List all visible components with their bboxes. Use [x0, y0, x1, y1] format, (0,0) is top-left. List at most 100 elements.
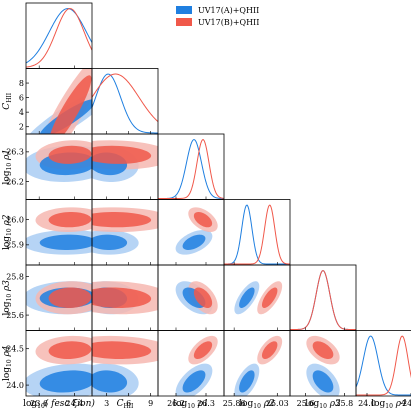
- contour-68-B: [193, 212, 213, 228]
- contour-3-0: [26, 207, 92, 255]
- marginal-3: [224, 204, 290, 265]
- marginal-curve-1-B: [92, 73, 158, 122]
- marginal-curve-5-B: [356, 335, 411, 396]
- y-tick-label: 8: [19, 79, 24, 88]
- marginal-2: [158, 139, 224, 199]
- marginal-0: [26, 8, 92, 68]
- marginal-curve-3-B: [224, 204, 290, 265]
- marginal-curve-2-B: [158, 139, 224, 199]
- contour-4-2: [175, 281, 218, 315]
- contour-68-A: [239, 287, 255, 308]
- y-tick-label: 4: [19, 108, 24, 117]
- y-tick-label: 25.8: [6, 272, 24, 281]
- x-tick-label: 6: [126, 399, 131, 408]
- contour-68-B: [48, 212, 92, 228]
- contour-68-B: [92, 212, 152, 228]
- contour-4-3: [234, 281, 283, 315]
- marginal-curve-4-B: [290, 269, 356, 330]
- x-axis-label-5: log10 ρ4: [371, 399, 407, 410]
- y-tick-label: 2: [19, 123, 24, 132]
- contour-68-B: [92, 145, 152, 164]
- x-tick-label: 25.6: [297, 399, 315, 408]
- contour-68-A: [312, 370, 334, 393]
- contour-68-B: [48, 287, 92, 308]
- x-tick-label: 25.8: [335, 399, 353, 408]
- contour-68-B: [261, 287, 278, 308]
- x-tick-label: 24.0: [358, 399, 376, 408]
- contour-68-B: [48, 341, 92, 359]
- y-tick-label: 24.0: [6, 381, 24, 390]
- contour-68-A: [239, 370, 255, 393]
- contour-5-4: [306, 335, 340, 396]
- contour-68-A: [39, 370, 92, 393]
- contour-68-B: [193, 287, 213, 308]
- x-tick-label: 26.3: [197, 399, 215, 408]
- contour-5-0: [26, 335, 92, 396]
- y-tick-label: 26.2: [6, 177, 24, 186]
- marginal-curve-0-A: [26, 8, 92, 64]
- legend-label-0: UV17(A)+QHII: [198, 6, 259, 15]
- x-tick-label: 25.86: [223, 399, 246, 408]
- x-tick-label: 26.03: [266, 399, 289, 408]
- x-axis-label-4: log10 ρ3: [305, 399, 341, 410]
- x-axis-label-2: log10 ρ1: [173, 399, 209, 410]
- y-axis-label-4: log10 ρ3: [2, 280, 13, 316]
- contour-1-0: [29, 68, 92, 134]
- x-tick-label: 9: [148, 399, 153, 408]
- x-tick-label: 24.4: [65, 399, 83, 408]
- contour-5-3: [234, 335, 283, 396]
- contour-4-1: [92, 281, 158, 315]
- marginal-5: [356, 335, 411, 396]
- contour-68-A: [182, 370, 206, 393]
- legend-swatch-1: [176, 18, 192, 26]
- marginal-curve-5-A: [356, 335, 411, 396]
- y-tick-label: 6: [19, 93, 24, 102]
- contour-68-B: [312, 341, 334, 359]
- y-tick-label: 24.5: [6, 344, 24, 353]
- marginal-curve-0-B: [26, 8, 92, 68]
- y-axis-label-1: CHII: [2, 92, 13, 109]
- marginal-curve-4-A: [290, 269, 356, 330]
- x-axis-label-1: CHII: [117, 399, 134, 410]
- contour-68-B: [193, 341, 213, 359]
- contour-2-1: [92, 140, 158, 182]
- y-axis-label-2: log10 ρ1: [2, 149, 13, 185]
- contour-3-2: [175, 207, 218, 255]
- panel-frame-4-4: [289, 264, 357, 331]
- contour-68-B: [92, 341, 152, 359]
- contour-2-0: [26, 140, 92, 183]
- marginal-curve-1-A: [92, 73, 158, 134]
- panel-frame-5-5: [355, 330, 411, 397]
- contour-5-1: [92, 335, 158, 396]
- contour-5-2: [175, 335, 218, 396]
- legend-swatch-0: [176, 6, 192, 14]
- x-axis-label-3: log10 ρ2: [239, 399, 275, 410]
- marginal-1: [92, 73, 158, 134]
- marginal-4: [290, 269, 356, 330]
- contour-68-A: [182, 234, 206, 250]
- contour-68-B: [48, 145, 92, 164]
- y-axis-label-3: log10 ρ2: [2, 214, 13, 250]
- x-tick-label: 3: [104, 399, 109, 408]
- contour-68-A: [92, 234, 128, 250]
- contour-3-1: [92, 207, 158, 255]
- y-tick-label: 25.9: [6, 241, 24, 250]
- panel-frame-4-3: [223, 264, 291, 331]
- x-axis-label-0: log10( fesc ξion): [23, 398, 95, 410]
- marginal-curve-3-A: [224, 204, 290, 265]
- panel-frame-0-0: [25, 2, 93, 69]
- x-tick-label: 26.2: [167, 399, 185, 408]
- contour-4-0: [26, 281, 92, 315]
- y-tick-label: 26.0: [6, 215, 24, 224]
- contour-68-A: [92, 370, 128, 393]
- y-tick-label: 26.3: [6, 148, 24, 157]
- contour-68-B: [50, 75, 92, 134]
- contour-68-A: [39, 234, 92, 250]
- x-tick-label: 24.6: [402, 399, 411, 408]
- legend-label-1: UV17(B)+QHII: [198, 18, 259, 27]
- y-tick-label: 25.6: [6, 311, 24, 320]
- contour-68-B: [261, 341, 278, 359]
- contour-68-B: [92, 287, 152, 308]
- y-axis-label-5: log10 ρ4: [2, 345, 13, 381]
